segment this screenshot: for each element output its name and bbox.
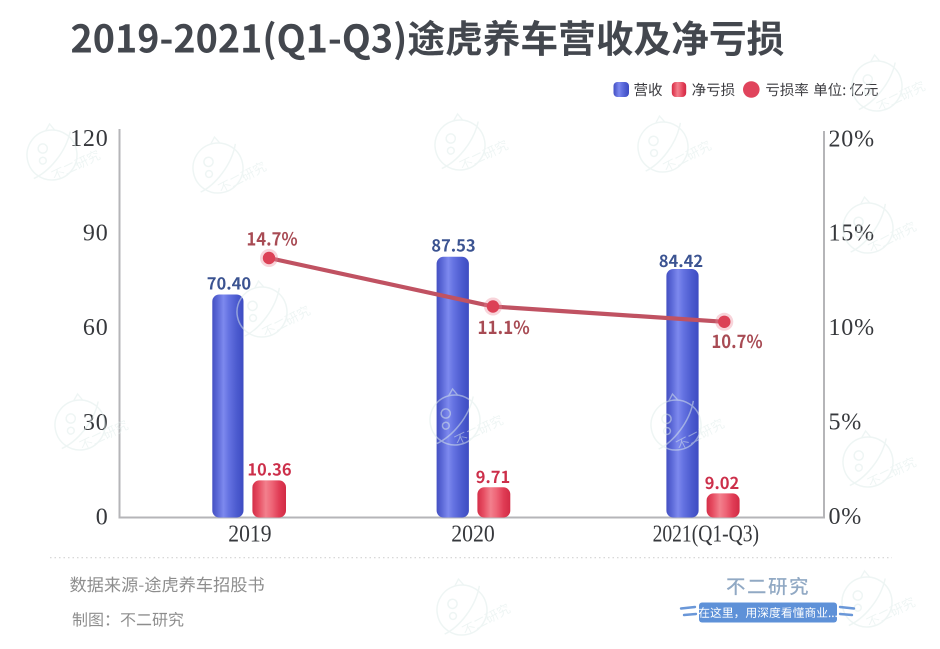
svg-text:0%: 0% [829, 504, 863, 530]
svg-text:90: 90 [83, 221, 109, 247]
svg-text:20%: 20% [829, 127, 875, 153]
svg-text:0: 0 [96, 505, 109, 531]
svg-text:2021(Q1-Q3): 2021(Q1-Q3) [653, 522, 759, 548]
svg-text:15%: 15% [829, 221, 875, 247]
svg-text:5%: 5% [829, 410, 863, 436]
svg-text:60: 60 [83, 315, 109, 341]
svg-text:2019: 2019 [228, 522, 271, 548]
svg-text:10%: 10% [829, 315, 875, 341]
svg-text:2020: 2020 [451, 522, 495, 548]
